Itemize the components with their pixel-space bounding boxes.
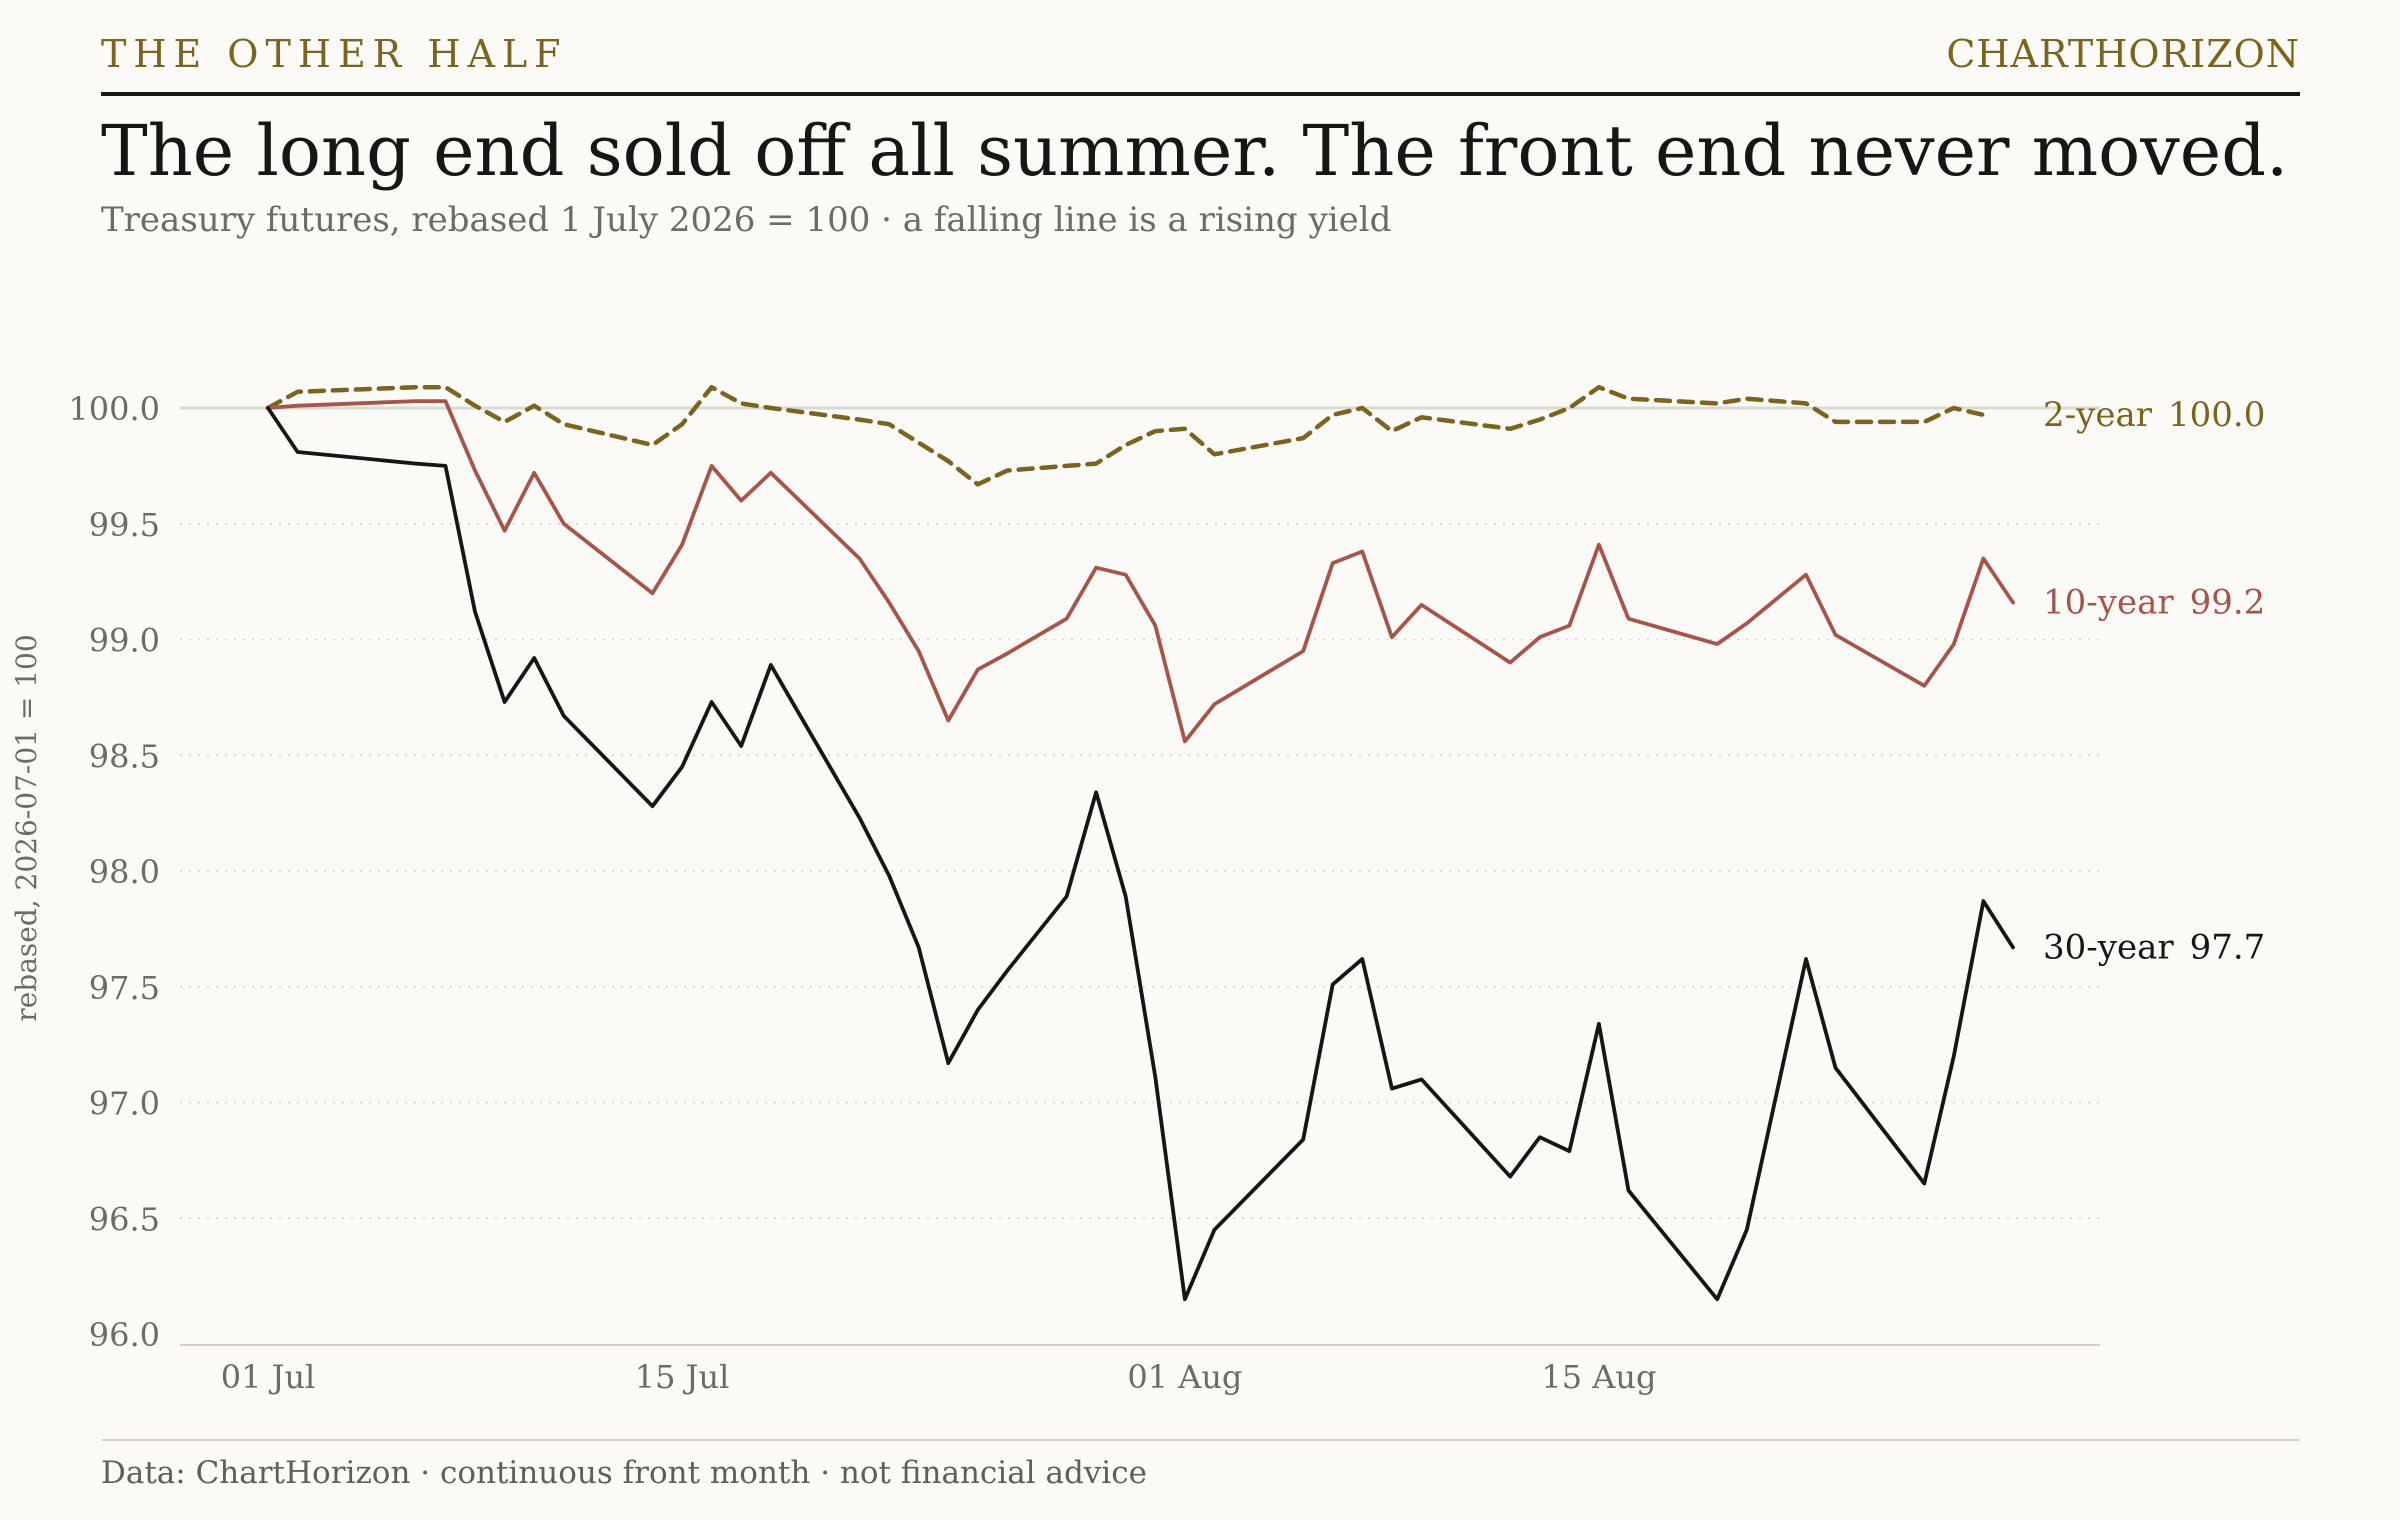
series-end-labels: 2-year 100.0 10-year 99.2 30-year 97.7 — [2043, 395, 2265, 967]
series-end-value: 100.0 — [2168, 395, 2265, 435]
end-label-30-year: 30-year 97.7 — [2043, 927, 2265, 967]
series-line-30-year — [266, 406, 2015, 1302]
x-tick-label: 15 Jul — [635, 1358, 730, 1396]
kicker: THE OTHER HALF — [101, 32, 568, 76]
y-axis-title: rebased, 2026-07-01 = 100 — [10, 634, 43, 1021]
axes: 100.0 99.5 99.0 98.5 98.0 97.5 97.0 96.5 96.0 01 … — [10, 390, 2100, 1396]
y-tick-label: 99.0 — [89, 622, 160, 660]
series-line-10-year — [266, 399, 2015, 744]
y-tick-label: 99.5 — [89, 506, 160, 544]
y-tick-label: 98.5 — [89, 737, 160, 775]
y-tick-label: 96.5 — [89, 1200, 160, 1238]
end-label-2-year: 2-year 100.0 — [2043, 395, 2265, 435]
series-end-value: 99.2 — [2190, 582, 2266, 622]
end-label-10-year: 10-year 99.2 — [2043, 582, 2265, 622]
chart-title: The long end sold off all summer. The fr… — [101, 110, 2289, 192]
y-tick-label: 96.0 — [89, 1316, 160, 1354]
masthead: THE OTHER HALF CHARTHORIZON — [101, 30, 2300, 96]
series-name: 30-year — [2043, 927, 2174, 967]
y-tick-label: 98.0 — [89, 853, 160, 891]
series-name: 10-year — [2043, 582, 2174, 622]
x-tick-label: 15 Aug — [1541, 1358, 1656, 1396]
chart-subtitle: Treasury futures, rebased 1 July 2026 = … — [101, 200, 1392, 240]
y-tick-label: 97.5 — [89, 969, 160, 1007]
x-tick-label: 01 Aug — [1127, 1358, 1242, 1396]
series-name: 2-year — [2043, 395, 2153, 435]
grid — [180, 406, 2100, 1219]
series-lines — [265, 384, 2015, 1302]
y-tick-label: 97.0 — [89, 1085, 160, 1123]
footer-divider — [101, 1439, 2300, 1441]
y-tick-label: 100.0 — [68, 390, 160, 428]
series-end-value: 97.7 — [2190, 927, 2266, 967]
source-note: Data: ChartHorizon · continuous front mo… — [101, 1455, 1147, 1491]
brand-logo[interactable]: CHARTHORIZON — [1946, 32, 2300, 76]
x-tick-label: 01 Jul — [221, 1358, 316, 1396]
series-line-2-year — [265, 384, 1986, 487]
